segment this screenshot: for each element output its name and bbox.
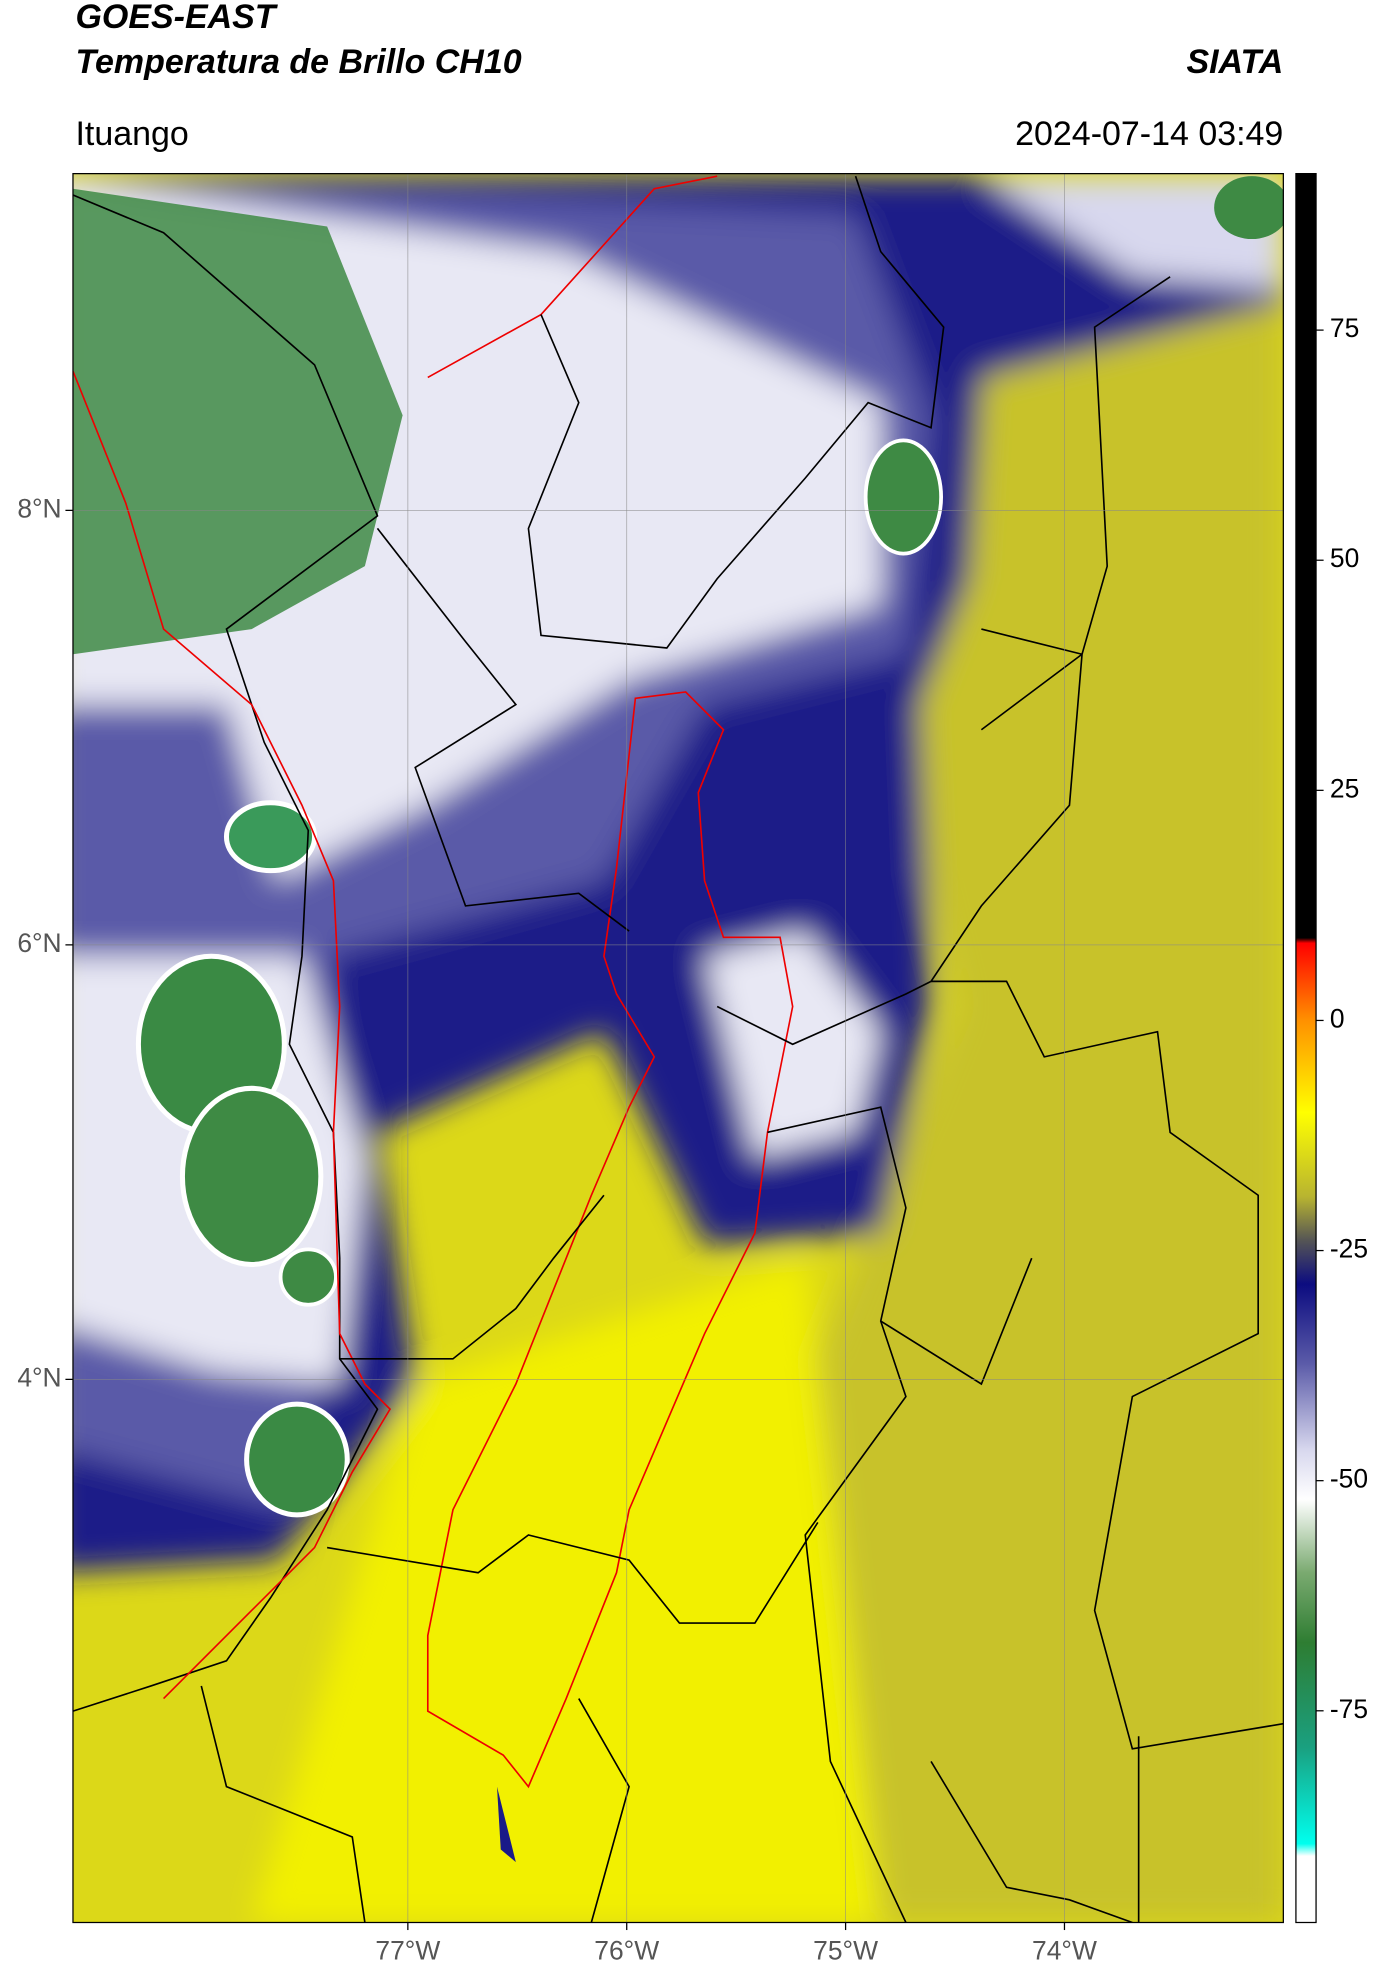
colorbar-tick-label: 25 (1330, 773, 1359, 803)
x-tick-label: 77°W (375, 1936, 440, 1966)
x-tick-label: 75°W (813, 1936, 878, 1966)
x-tick-label: 74°W (1032, 1936, 1097, 1966)
location: Ituango (75, 115, 188, 153)
title: GOES-EAST (75, 0, 278, 36)
y-tick-label: 6°N (17, 928, 61, 958)
colorbar (1295, 172, 1317, 1924)
source: SIATA (1186, 43, 1283, 81)
map-frame (72, 172, 1284, 1924)
colorbar-tick-label: -75 (1330, 1694, 1368, 1724)
x-tick-label: 76°W (594, 1936, 659, 1966)
map (72, 173, 1284, 1923)
subtitle: Temperatura de Brillo CH10 (75, 43, 521, 81)
colorbar-tick-label: -50 (1330, 1464, 1368, 1494)
cold-cores (72, 176, 1284, 1863)
y-tick-label: 8°N (17, 493, 61, 523)
datetime: 2024-07-14 03:49 (1015, 115, 1283, 153)
colorbar-tick-label: -25 (1330, 1234, 1368, 1264)
colorbar-tick-label: 75 (1330, 313, 1359, 343)
borders (72, 175, 1284, 1923)
colorbar-tick-label: 50 (1330, 543, 1359, 573)
colorbar-tick-label: 0 (1330, 1003, 1345, 1033)
y-tick-label: 4°N (17, 1362, 61, 1392)
graticule (72, 173, 1284, 1923)
